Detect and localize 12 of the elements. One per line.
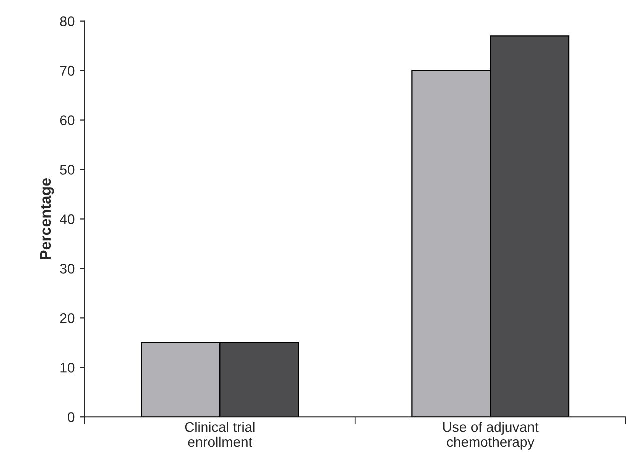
y-tick-label: 50	[60, 165, 75, 175]
y-tick-label: 20	[60, 314, 75, 324]
y-tick-label: 80	[60, 16, 75, 26]
y-tick-label: 40	[60, 214, 75, 224]
y-tick-label: 0	[68, 412, 75, 422]
y-tick-label: 30	[60, 264, 75, 274]
y-tick-label: 10	[60, 362, 75, 373]
y-axis-title: Percentage	[40, 178, 54, 260]
y-tick-label: 60	[60, 116, 75, 126]
y-tick-label: 70	[60, 66, 75, 76]
x-tick-label: Use of adjuvant chemotherapy	[443, 422, 539, 450]
x-tick-label: Clinical trial enrollment	[185, 422, 255, 448]
